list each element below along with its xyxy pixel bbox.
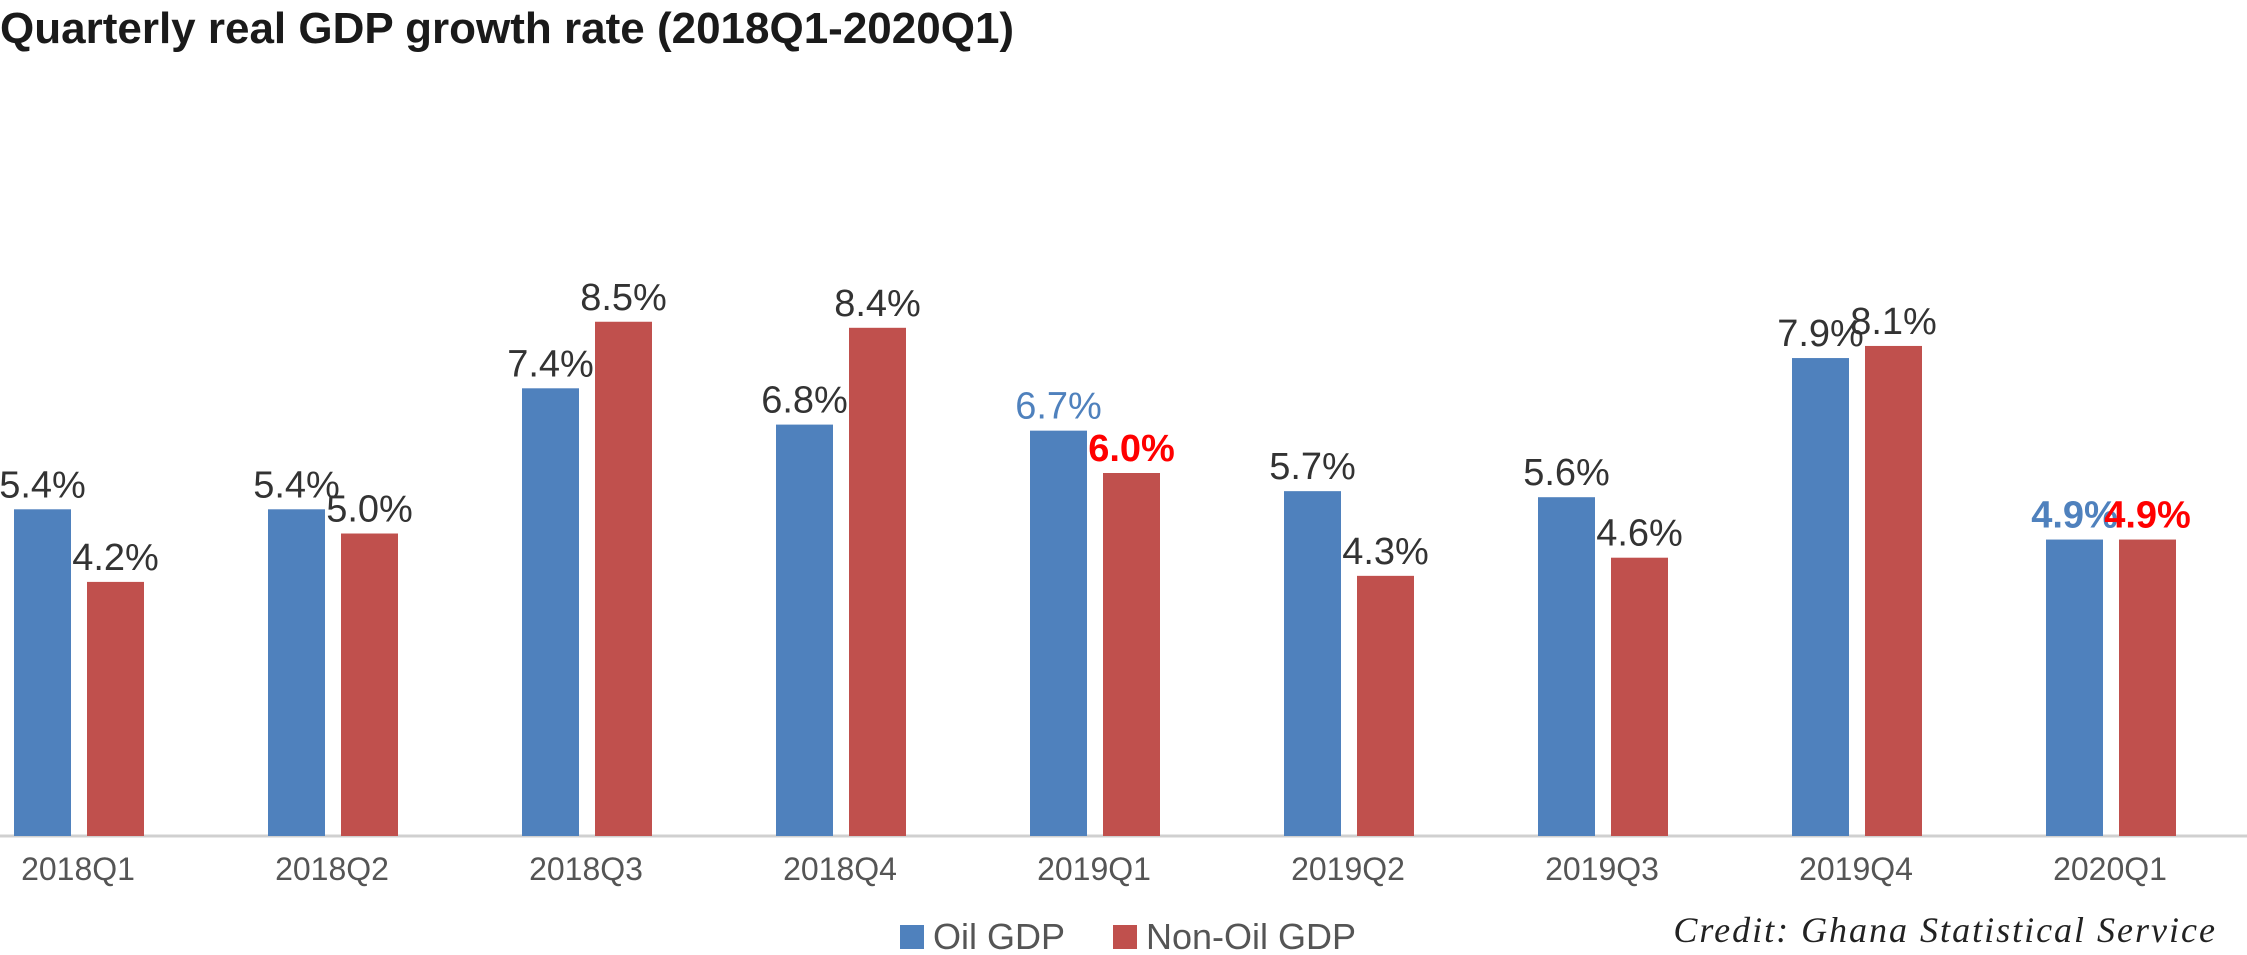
data-labels-layer: 5.4%4.2%5.4%5.0%7.4%8.5%6.8%8.4%6.7%6.0%…	[0, 277, 2191, 579]
x-tick-labels-layer: 2018Q1 2018Q2 2018Q3 2018Q4 2019Q1 2019Q2 2019…	[21, 851, 2167, 887]
bar-oil-2019Q1	[1030, 430, 1087, 836]
bar-oil-2018Q2	[268, 509, 325, 836]
x-tick-label-2018Q2: 2018Q2	[275, 851, 389, 887]
data-label-oil-2019Q2: 5.7%	[1269, 446, 1356, 488]
legend-swatch-oil	[900, 925, 924, 949]
bar-non-oil-2019Q2	[1357, 575, 1414, 836]
chart-title: Quarterly real GDP growth rate (2018Q1-2…	[0, 4, 1015, 53]
data-label-non-oil-2019Q3: 4.6%	[1596, 513, 1683, 555]
data-label-non-oil-2018Q4: 8.4%	[834, 283, 921, 325]
data-label-non-oil-2018Q2: 5.0%	[326, 489, 413, 531]
bar-non-oil-2020Q1	[2119, 539, 2176, 836]
x-tick-label-2020Q1: 2020Q1	[2053, 851, 2167, 887]
bars-layer	[14, 321, 2176, 836]
legend: Oil GDP Non-Oil GDP	[900, 916, 1356, 955]
data-label-oil-2018Q2: 5.4%	[253, 464, 340, 506]
bar-non-oil-2018Q1	[87, 581, 144, 836]
data-label-oil-2019Q3: 5.6%	[1523, 452, 1610, 494]
bar-non-oil-2019Q4	[1865, 345, 1922, 836]
data-label-non-oil-2019Q1: 6.0%	[1088, 428, 1175, 470]
bar-non-oil-2019Q1	[1103, 473, 1160, 836]
data-label-non-oil-2019Q4: 8.1%	[1850, 301, 1937, 343]
x-tick-label-2018Q3: 2018Q3	[529, 851, 643, 887]
bar-non-oil-2018Q4	[849, 327, 906, 836]
data-label-non-oil-2018Q3: 8.5%	[580, 277, 667, 319]
x-tick-label-2018Q1: 2018Q1	[21, 851, 135, 887]
legend-label-oil: Oil GDP	[933, 916, 1065, 955]
data-label-oil-2019Q4: 7.9%	[1777, 313, 1864, 355]
data-label-oil-2020Q1: 4.9%	[2031, 495, 2118, 537]
x-tick-label-2019Q3: 2019Q3	[1545, 851, 1659, 887]
bar-oil-2019Q3	[1538, 497, 1595, 836]
bar-non-oil-2019Q3	[1611, 557, 1668, 836]
bar-non-oil-2018Q2	[341, 533, 398, 836]
bar-oil-2019Q4	[1792, 358, 1849, 836]
data-label-oil-2018Q4: 6.8%	[761, 380, 848, 422]
credit-note: Credit: Ghana Statistical Service	[1673, 910, 2217, 950]
data-label-oil-2018Q1: 5.4%	[0, 464, 86, 506]
data-label-non-oil-2018Q1: 4.2%	[72, 537, 159, 579]
x-tick-label-2019Q1: 2019Q1	[1037, 851, 1151, 887]
data-label-non-oil-2020Q1: 4.9%	[2104, 495, 2191, 537]
bar-oil-2018Q4	[776, 424, 833, 836]
bar-non-oil-2018Q3	[595, 321, 652, 836]
x-tick-label-2018Q4: 2018Q4	[783, 851, 897, 887]
data-label-non-oil-2019Q2: 4.3%	[1342, 531, 1429, 573]
x-tick-label-2019Q2: 2019Q2	[1291, 851, 1405, 887]
x-tick-label-2019Q4: 2019Q4	[1799, 851, 1913, 887]
legend-label-non-oil: Non-Oil GDP	[1146, 916, 1356, 955]
bar-oil-2019Q2	[1284, 491, 1341, 836]
bar-oil-2018Q1	[14, 509, 71, 836]
legend-swatch-non-oil	[1113, 925, 1137, 949]
data-label-oil-2018Q3: 7.4%	[507, 343, 594, 385]
data-label-oil-2019Q1: 6.7%	[1015, 386, 1102, 428]
bar-oil-2020Q1	[2046, 539, 2103, 836]
bar-oil-2018Q3	[522, 388, 579, 836]
